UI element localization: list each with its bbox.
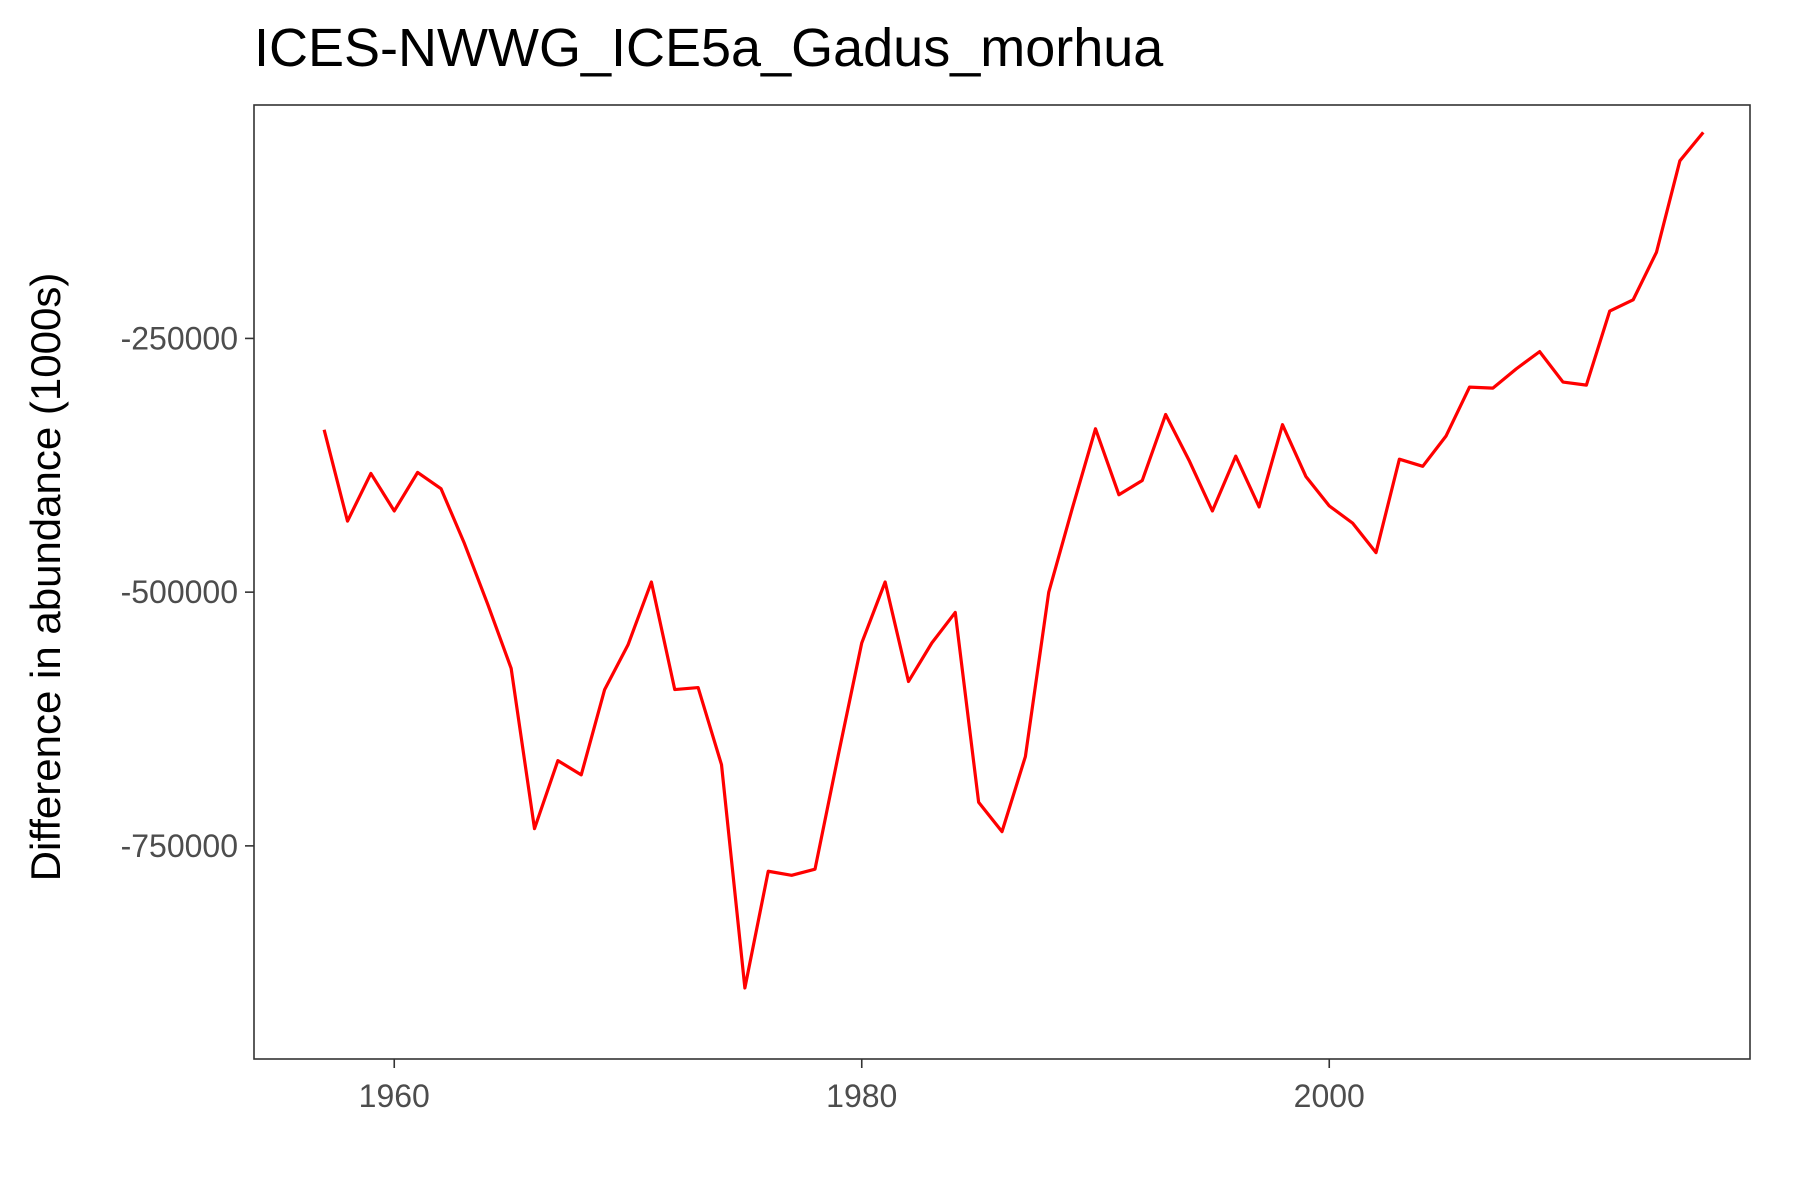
x-tick-label: 1980 [826,1078,897,1114]
y-tick-label: -750000 [121,828,238,864]
y-tick-label: -250000 [121,320,238,356]
y-axis: -250000 -500000 -750000 [121,320,254,864]
series-line [322,131,1705,990]
chart-title: ICES-NWWG_ICE5a_Gadus_morhua [254,18,1164,78]
y-axis-title: Difference in abundance (1000s) [22,273,69,882]
plot-panel-border [253,104,1751,1060]
x-tick-label: 1960 [359,1078,430,1114]
x-tick-label: 2000 [1294,1078,1365,1114]
x-axis: 1960 1980 2000 [359,1059,1365,1114]
y-tick-label: -500000 [121,574,238,610]
series-layer [322,131,1705,990]
